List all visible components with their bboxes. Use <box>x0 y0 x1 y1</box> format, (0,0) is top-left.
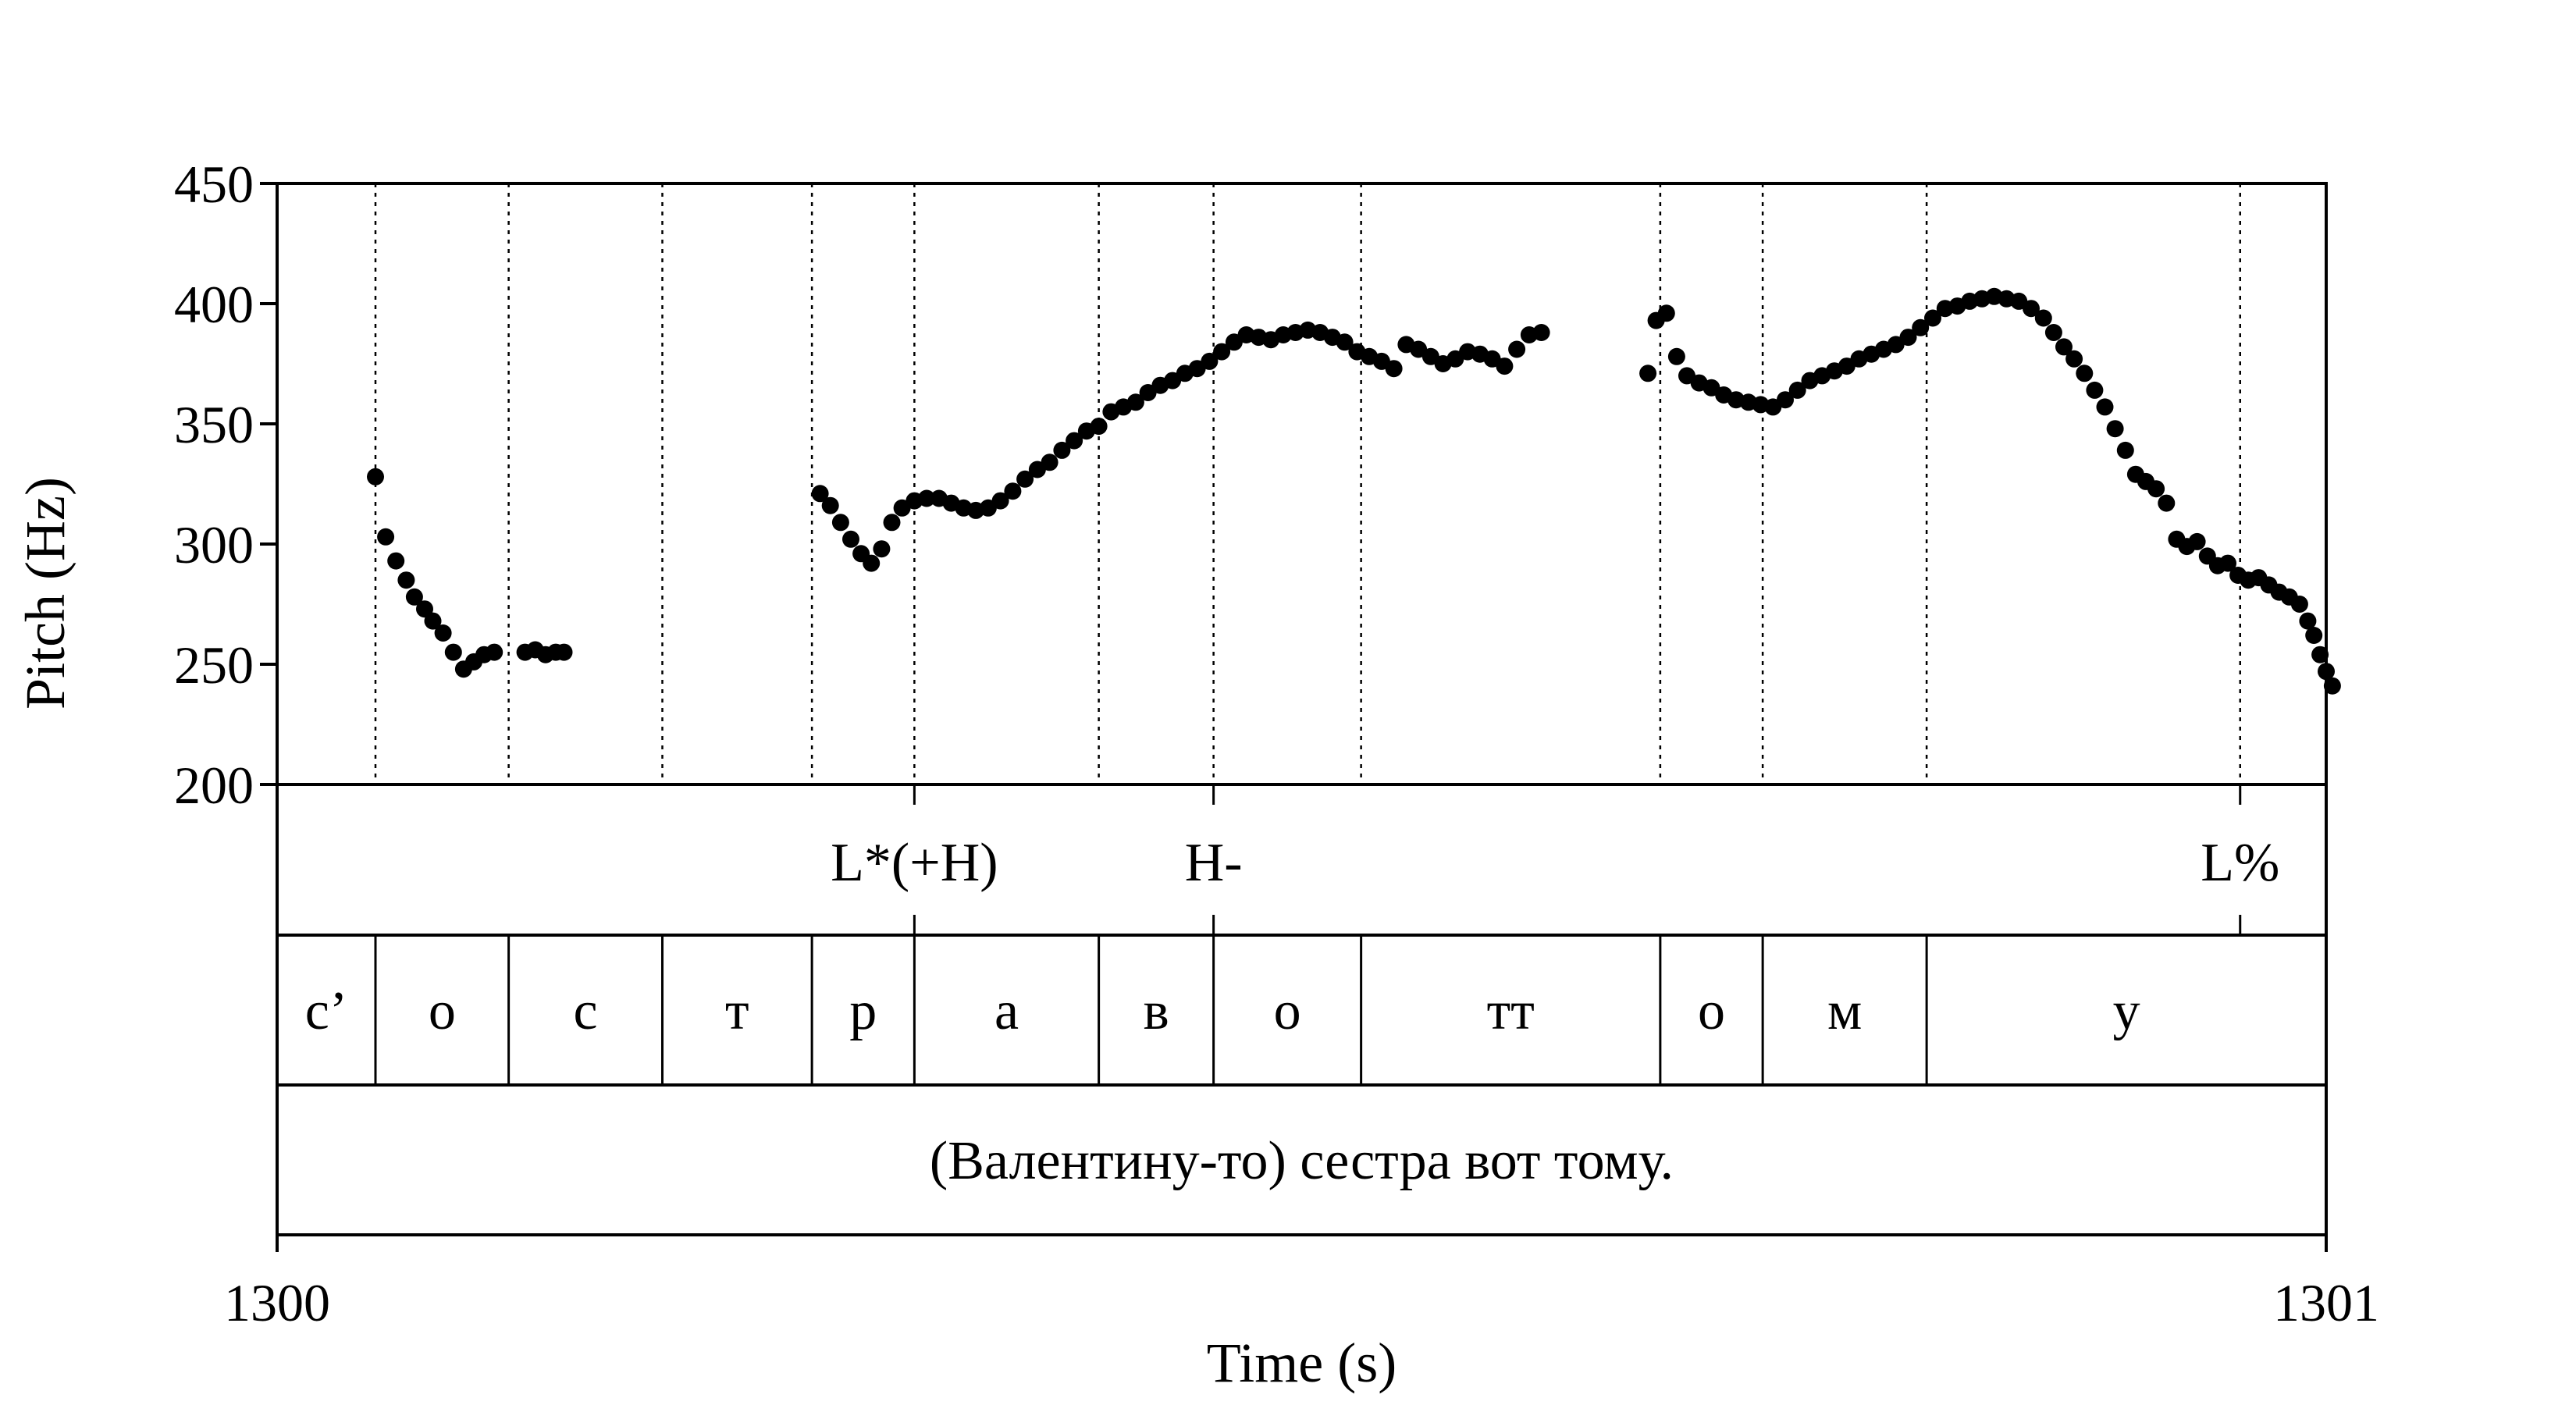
pitch-point <box>883 514 901 532</box>
y-axis: 200 250 300 350 400 450 <box>174 155 277 815</box>
pitch-point <box>1899 329 1917 347</box>
pitch-point <box>1924 309 1941 327</box>
tone-tier: L*(+H) H- L% <box>831 784 2279 935</box>
pitch-point <box>2086 381 2104 399</box>
segment-label: о <box>1698 981 1725 1041</box>
pitch-point <box>2106 420 2124 438</box>
pitch-point <box>1090 418 1108 436</box>
pitch-point <box>2219 554 2236 572</box>
x-tick-label: 1300 <box>224 1273 330 1332</box>
y-tick-label: 350 <box>174 395 254 454</box>
pitch-point <box>1508 340 1526 358</box>
pitch-point <box>2065 350 2083 368</box>
segment-label: а <box>994 981 1019 1041</box>
pitch-point <box>555 643 573 661</box>
pitch-point <box>1336 333 1354 351</box>
segment-label: тт <box>1487 981 1535 1041</box>
pitch-point <box>2076 365 2094 382</box>
pitch-point <box>1657 304 1675 322</box>
pitch-point <box>2299 612 2317 630</box>
y-tick-label: 200 <box>174 756 254 815</box>
pitch-point <box>821 496 839 514</box>
pitch-point <box>1066 432 1083 450</box>
pitch-point <box>863 554 881 572</box>
y-axis-title: Pitch (Hz) <box>14 477 76 710</box>
segment-label: у <box>2113 981 2140 1041</box>
segment-label: о <box>429 981 456 1041</box>
pitch-point <box>444 643 462 661</box>
segment-label: о <box>1274 981 1301 1041</box>
pitch-point <box>811 485 829 503</box>
pitch-point <box>1201 352 1219 370</box>
segment-tier: с’ о с т р а в о тт о м у <box>305 935 2140 1085</box>
boundary-lines <box>374 183 2241 784</box>
segment-label: т <box>725 981 749 1041</box>
pitch-point <box>1016 470 1034 488</box>
pitch-point <box>1532 324 1550 341</box>
segment-label: р <box>849 981 877 1041</box>
pitch-point <box>1213 343 1231 361</box>
pitch-point <box>918 489 936 507</box>
x-tick-label: 1301 <box>2273 1273 2379 1332</box>
pitch-point <box>1667 347 1685 365</box>
pitch-point <box>2311 646 2329 663</box>
segment-label: м <box>1827 981 1862 1041</box>
segment-label: в <box>1144 981 1169 1041</box>
pitch-point <box>2044 324 2062 341</box>
pitch-point <box>2158 494 2176 512</box>
pitch-point <box>486 643 503 661</box>
y-tick-label: 250 <box>174 635 254 695</box>
x-axis: 1300 1301 <box>224 1235 2379 1332</box>
y-tick-label: 450 <box>174 155 254 214</box>
pitch-point <box>2116 441 2134 459</box>
pitch-point <box>416 600 433 618</box>
pitch-point <box>1126 393 1144 411</box>
pitch-point <box>405 588 423 606</box>
sentence-text: (Валентину-то) сестра вот тому. <box>930 1131 1674 1191</box>
pitch-point <box>2290 596 2308 613</box>
pitch-point <box>387 552 405 570</box>
pitch-point <box>1777 391 1794 409</box>
pitch-point <box>377 528 395 546</box>
pitch-point <box>424 612 442 630</box>
pitch-point <box>2305 627 2323 644</box>
pitch-point <box>2188 532 2206 550</box>
tone-label: H- <box>1185 833 1243 893</box>
outer-frame <box>276 182 2328 1236</box>
pitch-point <box>2096 398 2114 416</box>
pitch-point <box>842 530 859 548</box>
pitch-point <box>1053 441 1071 459</box>
segment-label: с’ <box>305 981 347 1041</box>
pitch-point <box>397 571 415 589</box>
segment-label: с <box>574 981 598 1041</box>
tone-label: L% <box>2201 833 2279 893</box>
pitch-point <box>2147 480 2165 498</box>
chart-frame <box>276 182 2328 1236</box>
pitch-point <box>1004 482 1022 500</box>
pitch-point <box>1788 381 1806 399</box>
pitch-point <box>873 540 891 558</box>
y-tick-label: 300 <box>174 515 254 574</box>
pitch-point <box>1041 454 1059 471</box>
pitch-point <box>367 468 384 486</box>
pitch-point <box>2323 677 2341 695</box>
pitch-point <box>1912 318 1930 336</box>
pitch-point <box>831 514 849 532</box>
y-tick-label: 400 <box>174 275 254 334</box>
pitch-points <box>367 287 2341 695</box>
pitch-point <box>991 492 1009 510</box>
tone-label: L*(+H) <box>831 833 998 893</box>
pitch-point <box>2055 338 2073 356</box>
pitch-point <box>2023 300 2040 318</box>
pitch-point <box>1496 357 1514 375</box>
pitch-point <box>1385 360 1403 378</box>
x-axis-title: Time (s) <box>1207 1332 1397 1394</box>
pitch-point <box>434 624 452 642</box>
pitch-point <box>2034 309 2052 327</box>
pitch-point <box>1639 365 1657 382</box>
